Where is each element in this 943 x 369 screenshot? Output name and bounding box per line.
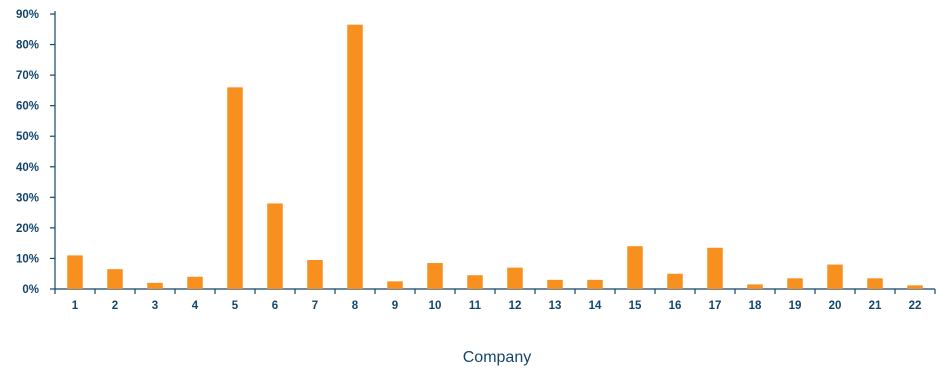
- bars: [67, 24, 923, 289]
- x-tick-label: 3: [152, 300, 158, 312]
- x-tick-label: 6: [272, 300, 278, 312]
- x-tick-label: 13: [549, 300, 562, 312]
- y-tick-label: 60%: [16, 101, 39, 113]
- x-tick-label: 20: [829, 300, 842, 312]
- x-axis: 1 2 3 4 5 6 7 8 9 10 11 12 13 14 15 16 17 18 19 20 21 22: [54, 288, 936, 312]
- x-tick-label: 19: [789, 300, 802, 312]
- x-tick-label: 7: [312, 300, 318, 312]
- bar-company-6: [267, 203, 283, 289]
- bar-company-19: [787, 278, 803, 289]
- bar-company-11: [467, 275, 483, 289]
- y-axis: 0% 10% 20% 30% 40% 50% 60% 70% 80% 90%: [16, 9, 56, 296]
- bar-company-20: [827, 264, 843, 289]
- bar-company-8: [347, 24, 363, 289]
- bar-company-15: [627, 246, 643, 289]
- x-axis-title: Company: [463, 349, 531, 366]
- y-tick-label: 30%: [16, 192, 39, 204]
- x-tick-label: 10: [429, 300, 442, 312]
- y-tick-label: 20%: [16, 223, 39, 235]
- y-tick-label: 50%: [16, 131, 39, 143]
- bar-company-17: [707, 247, 723, 289]
- y-tick-label: 80%: [16, 40, 39, 52]
- x-tick-label: 14: [589, 300, 602, 312]
- bar-company-12: [507, 267, 523, 289]
- x-tick-label: 17: [709, 300, 722, 312]
- bar-company-4: [187, 276, 203, 289]
- bar-company-2: [107, 269, 123, 289]
- y-tick-label: 40%: [16, 162, 39, 174]
- x-tick-label: 5: [232, 300, 239, 312]
- x-tick-label: 9: [392, 300, 398, 312]
- x-tick-label: 21: [869, 300, 882, 312]
- x-tick-label: 12: [509, 300, 522, 312]
- bar-company-13: [547, 279, 563, 289]
- y-tick-label: 0%: [22, 284, 39, 296]
- bar-company-1: [67, 255, 83, 289]
- x-tick-label: 16: [669, 300, 682, 312]
- bar-company-3: [147, 282, 163, 289]
- bar-company-5: [227, 87, 243, 289]
- bar-company-7: [307, 259, 323, 289]
- bar-company-10: [427, 263, 443, 289]
- x-tick-label: 8: [352, 300, 359, 312]
- x-tick-label: 1: [72, 300, 79, 312]
- bar-company-16: [667, 273, 683, 289]
- x-tick-label: 22: [909, 300, 922, 312]
- y-tick-label: 90%: [16, 9, 39, 21]
- x-tick-label: 4: [192, 300, 199, 312]
- y-tick-label: 70%: [16, 70, 39, 82]
- bar-company-9: [387, 281, 403, 289]
- bar-company-18: [747, 284, 763, 289]
- x-tick-label: 11: [469, 300, 482, 312]
- x-tick-label: 15: [629, 300, 642, 312]
- bar-company-22: [907, 285, 923, 289]
- bar-company-21: [867, 278, 883, 289]
- bar-company-14: [587, 279, 603, 289]
- y-tick-label: 10%: [16, 253, 39, 265]
- x-tick-label: 2: [112, 300, 118, 312]
- x-tick-label: 18: [749, 300, 762, 312]
